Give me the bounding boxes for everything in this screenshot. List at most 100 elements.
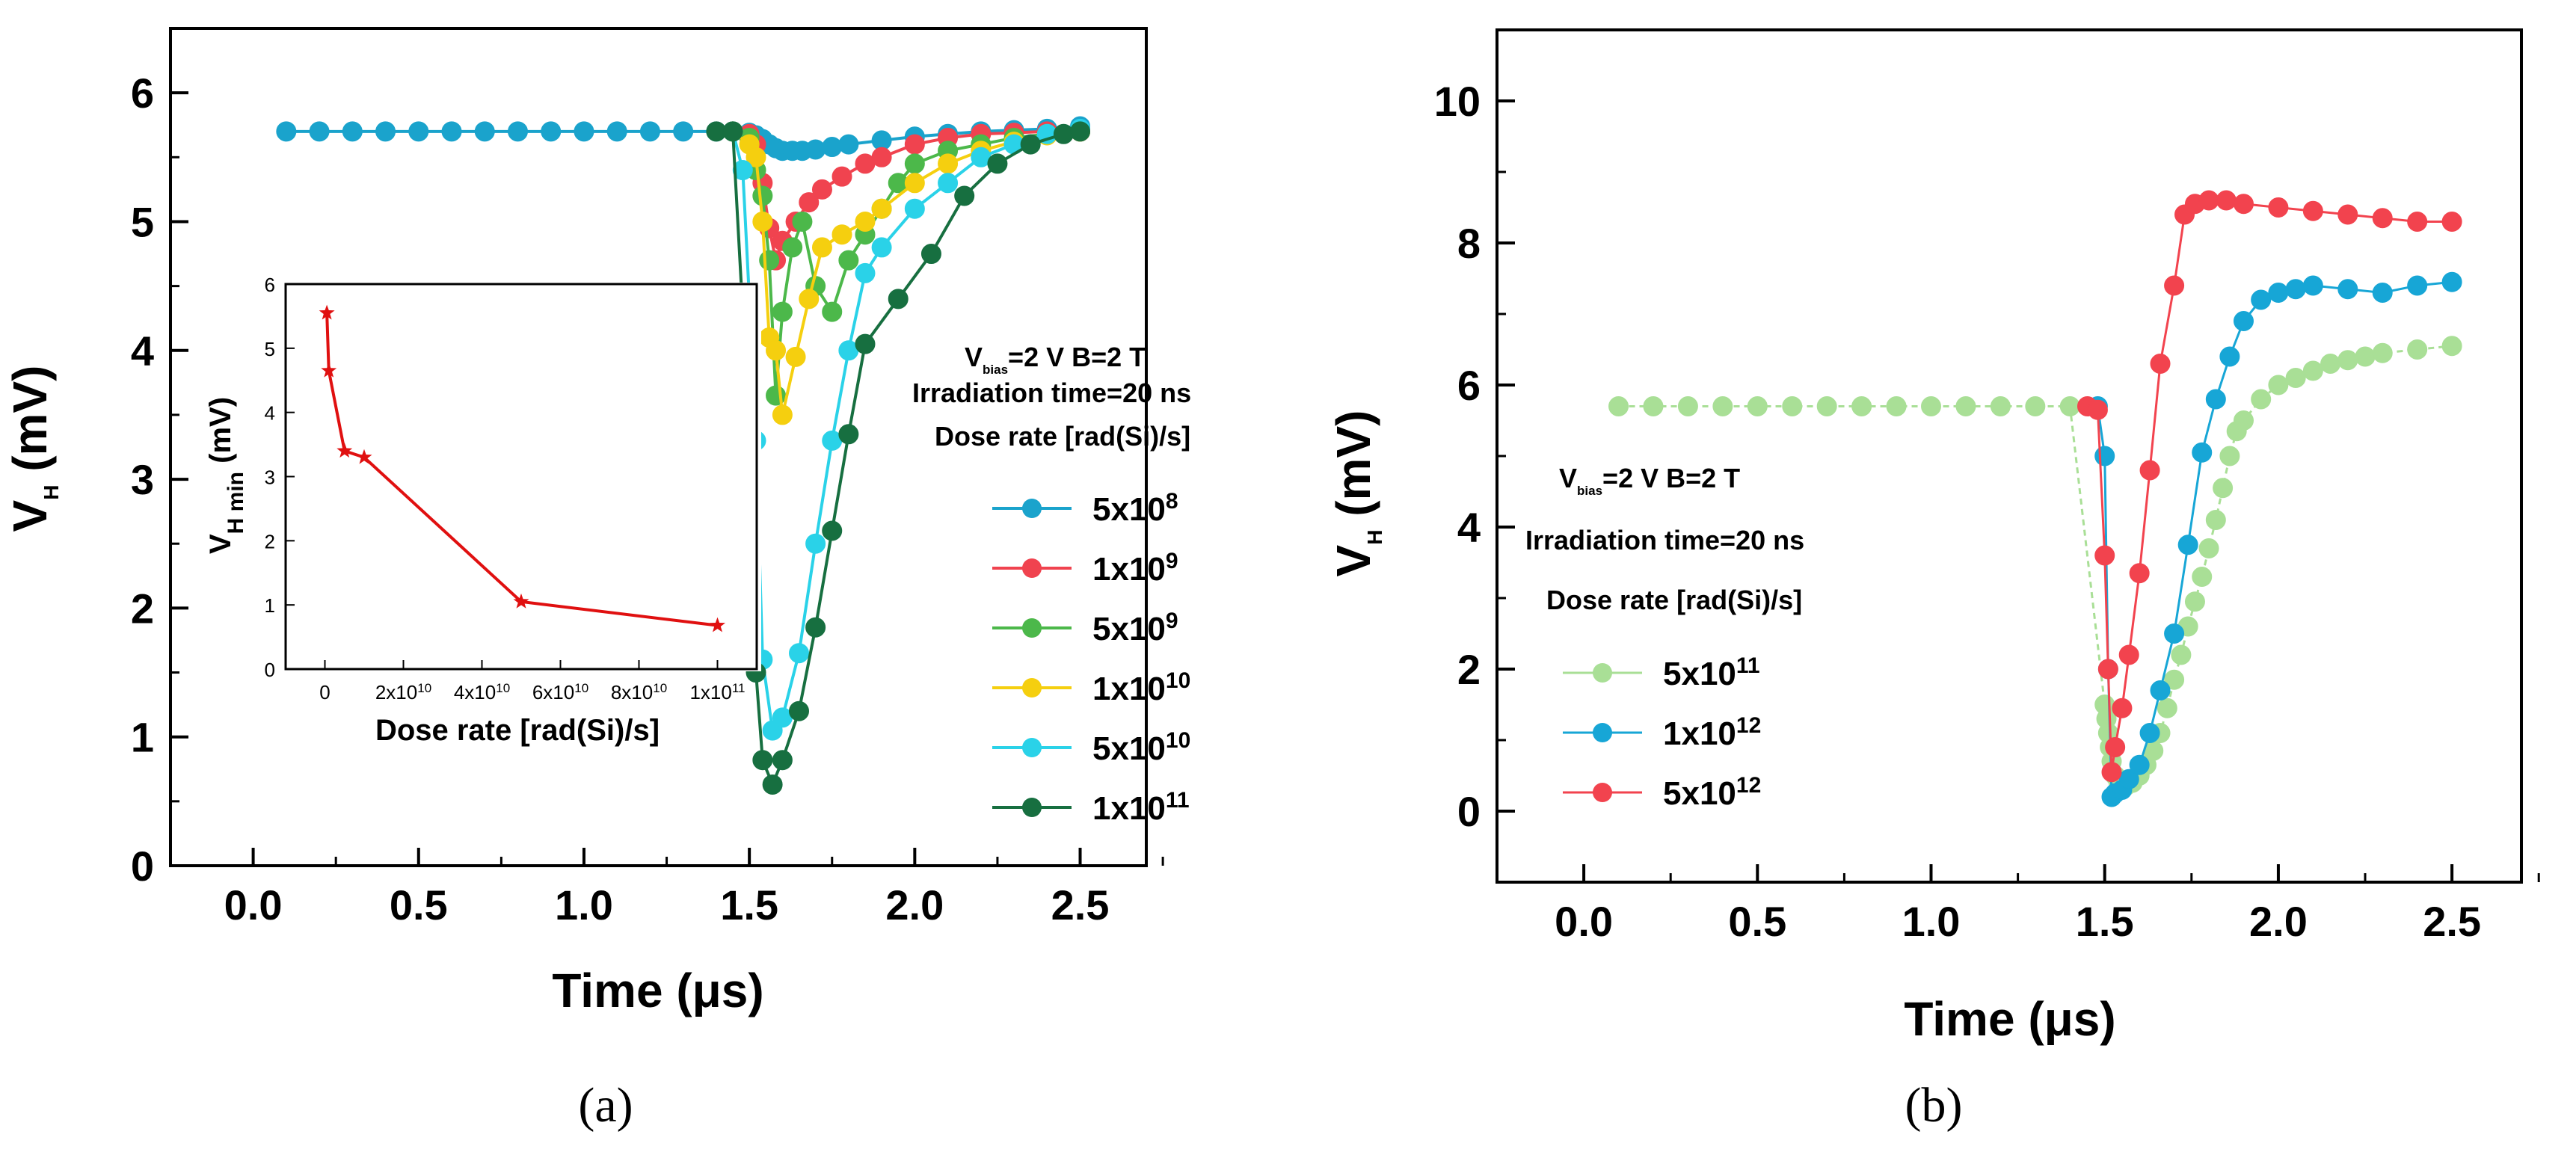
data-point <box>375 121 396 142</box>
data-point <box>2129 754 2150 775</box>
data-point <box>752 185 773 206</box>
data-point <box>2157 697 2177 718</box>
inset-x-tick-label: 0 <box>319 681 330 703</box>
inset-star-point <box>319 304 335 320</box>
data-point <box>507 121 528 142</box>
chart-b-y-axis-label: VH (mV) <box>1327 410 1386 577</box>
data-point <box>785 346 806 367</box>
chart-a-axis-ticks: 0.0 0.5 1.0 1.5 2.0 2.5 0 1 2 3 4 5 6 <box>131 70 1164 929</box>
x-tick-label: 1.0 <box>555 881 613 929</box>
series-1x10^12 <box>2087 271 2462 807</box>
data-point <box>2150 354 2171 374</box>
x-tick-label: 0.0 <box>224 881 283 929</box>
data-point <box>1816 396 1837 416</box>
chart-a-y-axis-label: VH (mV) <box>3 366 63 532</box>
x-tick-label: 0.0 <box>1555 898 1613 945</box>
chart-b-irradiation-note: Irradiation time=20 ns <box>1525 525 1804 555</box>
inset-x-tick-label: 8x1010 <box>611 681 667 704</box>
chart-a-bias-note: Vbias=2 V B=2 T <box>965 342 1146 377</box>
inset-star-point <box>336 443 353 458</box>
chart-a-inset-y-axis-label: VH min (mV) <box>204 397 248 554</box>
chart-a-inset-ticks: 0 2x1010 4x1010 6x1010 8x1010 1x1011 0 1 2 3 4 5 6 <box>265 274 746 703</box>
data-point <box>2407 275 2428 296</box>
legend-label: 5x1011 <box>1663 653 1760 693</box>
inset-y-tick-label: 6 <box>265 274 275 296</box>
data-point <box>904 173 925 194</box>
chart-a-irradiation-note: Irradiation time=20 ns <box>912 378 1191 408</box>
data-point <box>2213 478 2234 499</box>
chart-b-marks <box>1608 190 2462 807</box>
y-tick-label: 6 <box>131 70 154 117</box>
data-point <box>1955 396 1976 416</box>
chart-a-panel-label: (a) <box>578 1078 633 1133</box>
chart-a-marks <box>276 116 1091 795</box>
legend-marker <box>1022 499 1042 518</box>
x-tick-label: 1.0 <box>1902 898 1961 945</box>
data-point <box>838 134 859 155</box>
data-point <box>855 211 876 232</box>
data-point <box>904 198 925 219</box>
inset-series-line <box>325 312 718 627</box>
chart-b-plot-frame <box>1496 28 2523 884</box>
data-point <box>855 262 876 283</box>
data-point <box>1677 396 1698 416</box>
data-point <box>2094 545 2115 566</box>
data-point <box>1990 396 2011 416</box>
data-point <box>2337 279 2358 300</box>
legend-label: 1x1011 <box>1092 788 1190 828</box>
data-point <box>2233 410 2254 431</box>
data-point <box>1851 396 1872 416</box>
data-point <box>2216 190 2237 211</box>
chart-b-legend: 5x1011 1x1012 5x1012 <box>1563 653 1761 813</box>
data-point <box>639 121 660 142</box>
data-point <box>2320 354 2341 374</box>
data-point <box>606 121 627 142</box>
inset-y-tick-label: 4 <box>265 402 275 425</box>
x-tick-label: 2.5 <box>2423 898 2481 945</box>
data-point <box>799 289 820 310</box>
data-point <box>2372 208 2393 229</box>
data-point <box>838 250 859 271</box>
data-point <box>811 179 832 200</box>
data-point <box>2059 396 2080 416</box>
data-point <box>871 147 892 167</box>
legend-marker <box>1022 798 1042 817</box>
data-point <box>2219 446 2240 466</box>
legend-marker <box>1593 783 1612 802</box>
y-tick-label: 8 <box>1457 220 1481 267</box>
data-point <box>799 192 820 213</box>
data-point <box>789 700 810 721</box>
data-point <box>920 244 941 265</box>
series-5x10^12 <box>2077 190 2462 783</box>
legend-label: 5x1012 <box>1663 773 1761 813</box>
x-tick-label: 1.5 <box>2076 898 2134 945</box>
inset-y-tick-label: 0 <box>265 659 275 681</box>
chart-a-inset-x-axis-label: Dose rate [rad(Si)/s] <box>375 714 660 747</box>
data-point <box>1921 396 1942 416</box>
data-point <box>759 250 780 271</box>
data-point <box>2198 190 2219 211</box>
y-tick-label: 1 <box>131 714 154 761</box>
data-point <box>2337 204 2358 225</box>
legend-label: 1x1010 <box>1092 668 1190 708</box>
data-point <box>1712 396 1733 416</box>
data-point <box>805 617 826 638</box>
data-point <box>792 211 813 232</box>
data-point <box>2233 194 2254 215</box>
legend-label: 5x109 <box>1092 609 1178 648</box>
data-point <box>871 198 892 219</box>
inset-x-tick-label: 1x1011 <box>689 681 745 704</box>
data-point <box>2372 342 2393 363</box>
data-point <box>2372 283 2393 303</box>
data-point <box>2268 283 2289 303</box>
data-point <box>2205 510 2226 530</box>
chart-a-x-axis-label: Time (μs) <box>552 964 763 1017</box>
data-point <box>822 301 843 322</box>
data-point <box>789 643 810 664</box>
y-tick-label: 0 <box>131 843 154 890</box>
inset-y-tick-label: 3 <box>265 466 275 489</box>
inset-star-point <box>356 449 372 464</box>
data-point <box>2139 723 2160 743</box>
data-point <box>2118 769 2139 789</box>
